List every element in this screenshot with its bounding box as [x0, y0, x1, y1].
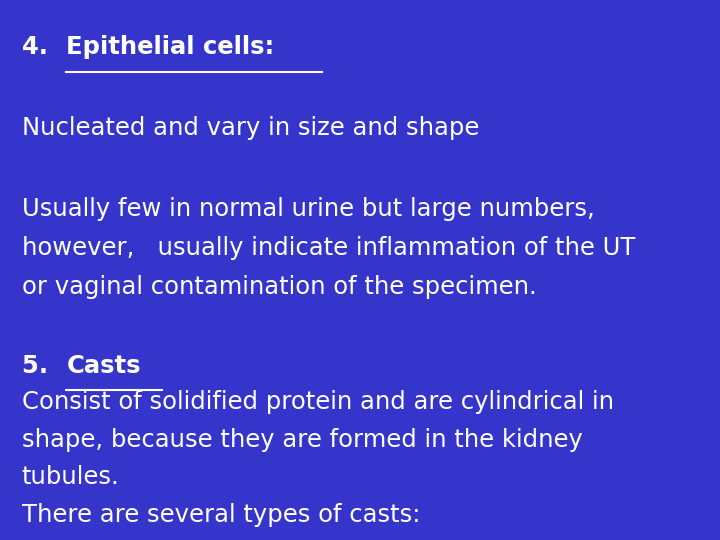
Text: Nucleated and vary in size and shape: Nucleated and vary in size and shape — [22, 116, 479, 140]
Text: shape, because they are formed in the kidney: shape, because they are formed in the ki… — [22, 428, 582, 451]
Text: 4.: 4. — [22, 35, 56, 59]
Text: tubules.: tubules. — [22, 465, 120, 489]
Text: or vaginal contamination of the specimen.: or vaginal contamination of the specimen… — [22, 275, 536, 299]
Text: Usually few in normal urine but large numbers,: Usually few in normal urine but large nu… — [22, 197, 594, 221]
Text: There are several types of casts:: There are several types of casts: — [22, 503, 420, 527]
Text: 5.: 5. — [22, 354, 56, 377]
Text: Consist of solidified protein and are cylindrical in: Consist of solidified protein and are cy… — [22, 390, 613, 414]
Text: however,   usually indicate inflammation of the UT: however, usually indicate inflammation o… — [22, 236, 635, 260]
Text: Epithelial cells:: Epithelial cells: — [66, 35, 274, 59]
Text: Casts: Casts — [66, 354, 141, 377]
